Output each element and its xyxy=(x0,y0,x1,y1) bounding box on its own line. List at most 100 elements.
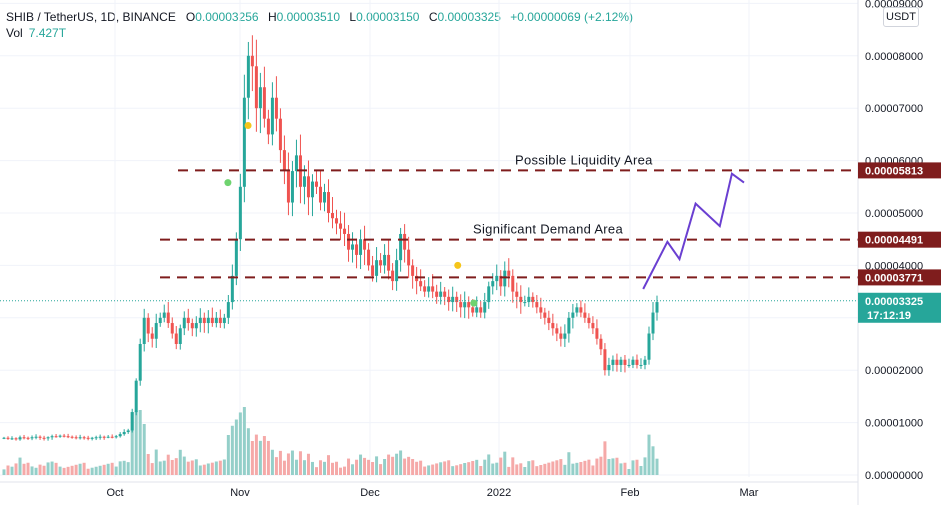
currency-button[interactable]: USDT xyxy=(883,7,919,27)
candle-body xyxy=(535,302,539,308)
volume-bar xyxy=(511,457,515,475)
volume-bar xyxy=(351,464,355,475)
candle-body xyxy=(218,317,222,324)
volume-bar xyxy=(343,466,347,475)
candle-body xyxy=(14,438,18,440)
volume-bar xyxy=(355,459,359,475)
candle-body xyxy=(367,249,371,266)
open-label: O xyxy=(185,10,196,24)
volume-bar xyxy=(106,463,110,475)
volume-bar xyxy=(226,435,230,475)
candle-body xyxy=(326,192,330,213)
volume-bar xyxy=(539,465,543,475)
candle-body xyxy=(242,97,246,187)
candle-body xyxy=(186,317,190,324)
candle-body xyxy=(66,436,70,438)
volume-bar xyxy=(170,459,174,475)
candle-body xyxy=(110,436,114,438)
volume-bar xyxy=(246,428,250,475)
price-tick-label: 0.00002000 xyxy=(865,365,923,377)
volume-bar xyxy=(42,465,46,475)
volume-label: Vol xyxy=(6,26,23,40)
volume-bar xyxy=(130,412,134,475)
volume-bar xyxy=(262,436,266,475)
time-tick-label: Oct xyxy=(106,487,123,499)
price-tick-label: 0.00001000 xyxy=(865,418,923,430)
volume-bar xyxy=(643,457,647,475)
candle-body xyxy=(130,412,134,431)
green-signal-marker xyxy=(224,179,232,187)
volume-bar xyxy=(531,460,535,475)
candle-body xyxy=(174,333,178,344)
volume-bar xyxy=(194,459,198,475)
price-tags: 0.00005813 0.00004491 0.00003771 0.00003325… xyxy=(858,162,941,323)
volume-bar xyxy=(439,462,443,475)
projection-line xyxy=(642,171,745,290)
volume-bar xyxy=(359,454,363,475)
candle-body xyxy=(391,270,395,282)
volume-bars xyxy=(2,407,659,475)
volume-bar xyxy=(475,459,479,475)
candle-body xyxy=(483,302,487,313)
volume-bar xyxy=(519,463,523,475)
volume-bar xyxy=(379,464,383,475)
candle-body xyxy=(238,186,242,240)
candle-body xyxy=(507,270,511,276)
level-price-tag-label: 0.00004491 xyxy=(865,235,923,247)
candle-body xyxy=(643,359,647,365)
candle-body xyxy=(515,291,519,297)
volume-bar xyxy=(487,454,491,475)
candle-body xyxy=(623,359,627,365)
candle-body xyxy=(371,265,375,276)
candle-body xyxy=(162,312,166,318)
volume-bar xyxy=(631,460,635,475)
time-tick-label: Mar xyxy=(740,487,759,499)
volume-bar xyxy=(391,456,395,475)
candle-body xyxy=(198,317,202,324)
volume-bar xyxy=(302,460,306,475)
volume-bar xyxy=(595,458,599,475)
candle-body xyxy=(178,328,182,344)
low-value: 0.00003150 xyxy=(356,10,420,24)
time-tick-label: 2022 xyxy=(487,487,511,499)
candle-body xyxy=(527,296,531,303)
candle-body xyxy=(190,323,194,329)
volume-bar xyxy=(479,466,483,475)
candle-body xyxy=(495,275,499,282)
volume-bar xyxy=(411,459,415,475)
candle-body xyxy=(499,275,503,287)
level-price-tag xyxy=(858,269,941,286)
volume-bar xyxy=(214,461,218,475)
volume-bar xyxy=(58,466,62,475)
candle-body xyxy=(555,328,559,334)
volume-bar xyxy=(234,419,238,475)
volume-bar xyxy=(463,463,467,475)
candle-body xyxy=(2,437,6,439)
volume-bar xyxy=(347,458,351,475)
volume-bar xyxy=(515,464,519,475)
level-price-tag xyxy=(858,231,941,248)
volume-bar xyxy=(154,449,158,475)
volume-bar xyxy=(198,465,202,475)
yellow-signal-marker xyxy=(244,121,252,129)
candle-body xyxy=(419,281,423,287)
volume-bar xyxy=(82,462,86,475)
volume-bar xyxy=(126,462,130,475)
volume-bar xyxy=(162,460,166,475)
volume-bar xyxy=(30,466,34,475)
volume-bar xyxy=(655,458,659,475)
candle-body xyxy=(531,296,535,303)
signal-markers xyxy=(224,121,478,307)
candle-body xyxy=(415,275,419,282)
last-price-tag-label: 0.00003325 xyxy=(865,296,923,308)
candle-body xyxy=(583,312,587,318)
volume-bar xyxy=(218,460,222,475)
volume-bar xyxy=(375,456,379,475)
candle-body xyxy=(443,291,447,297)
candle-body xyxy=(487,286,491,303)
volume-bar xyxy=(294,459,298,475)
volume-bar xyxy=(202,464,206,475)
volume-bar xyxy=(551,461,555,475)
candle-body xyxy=(355,244,359,255)
